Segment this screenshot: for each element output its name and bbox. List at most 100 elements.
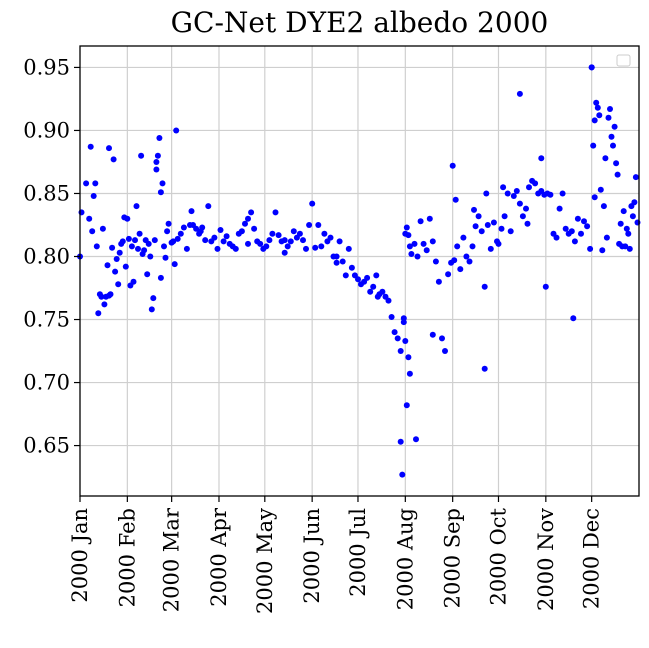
data-point: [339, 258, 346, 265]
data-point: [414, 253, 421, 260]
data-point: [122, 263, 129, 270]
data-point: [478, 228, 485, 235]
data-point: [405, 232, 412, 239]
data-point: [355, 276, 361, 283]
data-point: [385, 297, 392, 304]
data-point: [135, 245, 141, 252]
data-point: [420, 240, 427, 247]
data-point: [83, 180, 90, 187]
x-tick-label: 2000 Mar: [160, 507, 184, 612]
data-point: [413, 436, 419, 443]
data-point: [490, 219, 497, 226]
data-point: [611, 123, 618, 130]
data-point: [124, 215, 131, 222]
data-point: [106, 145, 112, 152]
data-point: [629, 213, 636, 220]
data-point: [379, 288, 386, 295]
data-point: [211, 234, 218, 241]
data-point: [115, 281, 122, 288]
data-point: [532, 180, 539, 187]
data-point: [238, 228, 245, 235]
data-point: [348, 264, 355, 271]
data-point: [435, 278, 442, 285]
data-point: [266, 237, 273, 244]
data-point: [86, 215, 93, 222]
data-point: [610, 142, 616, 149]
x-tick-label: 2000 Jul: [346, 508, 370, 597]
data-point: [193, 225, 200, 232]
data-point: [263, 243, 270, 250]
data-point: [484, 222, 491, 228]
data-point: [188, 208, 195, 215]
data-point: [553, 234, 560, 241]
data-point: [432, 258, 439, 265]
data-point: [605, 114, 612, 121]
data-point: [214, 245, 221, 252]
data-point: [471, 206, 477, 213]
data-point: [303, 245, 309, 252]
data-point: [248, 209, 255, 216]
data-point: [95, 310, 102, 317]
data-point: [574, 215, 581, 222]
data-point: [538, 155, 545, 162]
data-point: [300, 237, 306, 244]
data-point: [373, 272, 380, 279]
data-point: [374, 293, 381, 300]
data-point: [177, 230, 184, 237]
data-point: [136, 230, 143, 237]
data-point: [157, 274, 164, 281]
data-point: [581, 218, 587, 225]
data-point: [623, 225, 630, 232]
data-point: [220, 238, 227, 245]
data-point: [568, 228, 575, 235]
data-point: [197, 228, 204, 235]
data-point: [327, 234, 334, 241]
data-point: [242, 220, 248, 227]
x-tick-label: 2000 Apr: [207, 507, 231, 607]
data-point: [397, 348, 404, 354]
data-point: [495, 240, 502, 247]
legend-box: [616, 54, 631, 67]
x-tick-label: 2000 Jan: [68, 508, 92, 603]
data-point: [454, 243, 461, 250]
data-point: [93, 243, 100, 250]
data-point: [151, 237, 158, 244]
data-point: [584, 223, 591, 230]
data-point: [370, 283, 377, 290]
data-point: [523, 205, 529, 212]
data-point: [408, 251, 415, 257]
data-point: [423, 247, 430, 254]
data-point: [599, 247, 606, 254]
data-point: [171, 261, 178, 268]
data-point: [132, 237, 138, 244]
data-point: [475, 213, 482, 220]
data-point: [174, 235, 181, 242]
data-point: [170, 238, 177, 245]
data-point: [161, 243, 167, 250]
data-point: [104, 262, 111, 269]
data-point: [556, 205, 563, 212]
data-point: [402, 338, 409, 344]
data-point: [101, 301, 108, 308]
data-point: [632, 174, 639, 181]
data-point: [571, 238, 578, 245]
data-point: [164, 228, 171, 235]
data-point: [501, 213, 508, 220]
data-point: [154, 152, 161, 159]
data-point: [626, 245, 633, 252]
x-tick-label: 2000 May: [253, 508, 277, 614]
data-point: [281, 237, 288, 244]
data-point: [594, 104, 601, 111]
data-point: [487, 245, 494, 252]
data-point: [138, 152, 145, 159]
data-point: [500, 184, 507, 191]
data-point: [591, 194, 598, 201]
data-point: [157, 189, 164, 196]
data-point: [620, 208, 627, 215]
data-point: [542, 283, 549, 290]
data-point: [290, 228, 297, 235]
data-point: [513, 188, 520, 194]
data-point: [559, 190, 566, 197]
data-point: [460, 234, 467, 241]
